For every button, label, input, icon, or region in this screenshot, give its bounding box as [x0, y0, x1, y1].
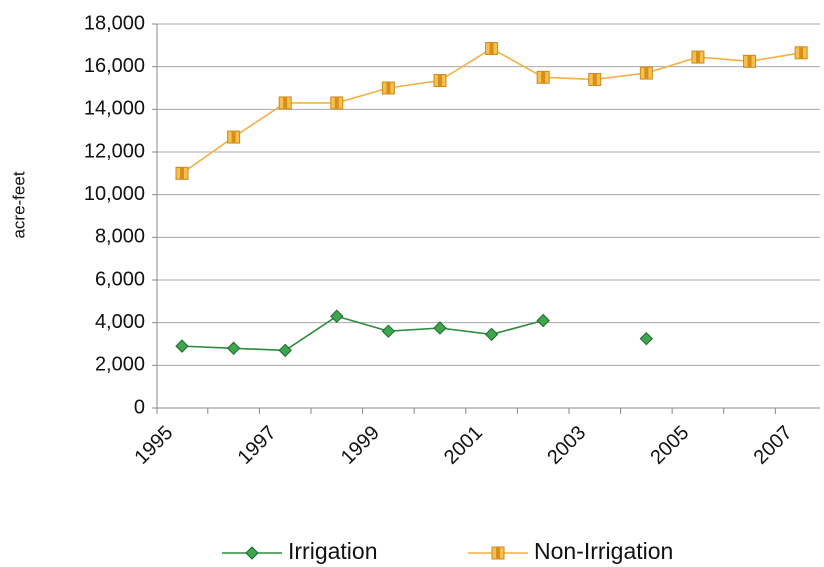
- marker-stripe: [180, 167, 184, 180]
- y-tick-label: 0: [134, 396, 145, 418]
- marker: [536, 313, 550, 328]
- x-tick-label: 2007: [750, 422, 797, 469]
- marker: [484, 327, 499, 342]
- x-tick-label: 2001: [440, 422, 487, 469]
- series: [175, 309, 654, 358]
- x-tick-label: 2003: [543, 422, 590, 469]
- marker-stripe: [799, 46, 804, 59]
- y-tick-label: 10,000: [84, 183, 145, 205]
- x-tick-label: 1995: [130, 422, 177, 469]
- y-tick-label: 12,000: [84, 140, 145, 162]
- marker-stripe: [489, 42, 494, 55]
- y-tick-label: 4,000: [95, 311, 145, 333]
- marker-stripe: [437, 74, 442, 87]
- marker: [433, 321, 447, 335]
- marker: [278, 343, 292, 358]
- marker: [381, 324, 396, 338]
- x-tick-label: 1999: [337, 422, 384, 469]
- marker: [330, 309, 344, 323]
- line: [182, 316, 646, 350]
- y-tick-label: 14,000: [84, 98, 145, 120]
- y-axis-label: acre-feet: [9, 171, 28, 238]
- marker: [175, 339, 189, 353]
- x-tick-label: 2005: [646, 422, 693, 469]
- y-tick-label: 16,000: [84, 55, 145, 77]
- y-tick-label: 8,000: [95, 226, 145, 248]
- marker-stripe: [386, 82, 391, 94]
- marker-stripe: [496, 547, 500, 559]
- series: [175, 42, 808, 180]
- x-tick-label: 1997: [234, 422, 281, 469]
- y-tick-label: 2,000: [95, 354, 145, 376]
- marker-stripe: [231, 131, 236, 144]
- line: [181, 47, 802, 174]
- marker-stripe: [283, 96, 288, 109]
- marker-stripe: [592, 73, 597, 86]
- marker: [226, 341, 241, 355]
- y-tick-label: 6,000: [95, 268, 145, 290]
- legend-label: Irrigation: [288, 538, 377, 564]
- legend-label: Non-Irrigation: [534, 538, 673, 564]
- marker-stripe: [541, 71, 546, 84]
- marker: [639, 331, 654, 346]
- marker-stripe: [695, 51, 700, 64]
- marker-stripe: [747, 55, 752, 68]
- marker-stripe: [334, 96, 339, 109]
- marker: [245, 546, 259, 560]
- marker-stripe: [644, 67, 649, 80]
- y-tick-label: 18,000: [84, 12, 145, 34]
